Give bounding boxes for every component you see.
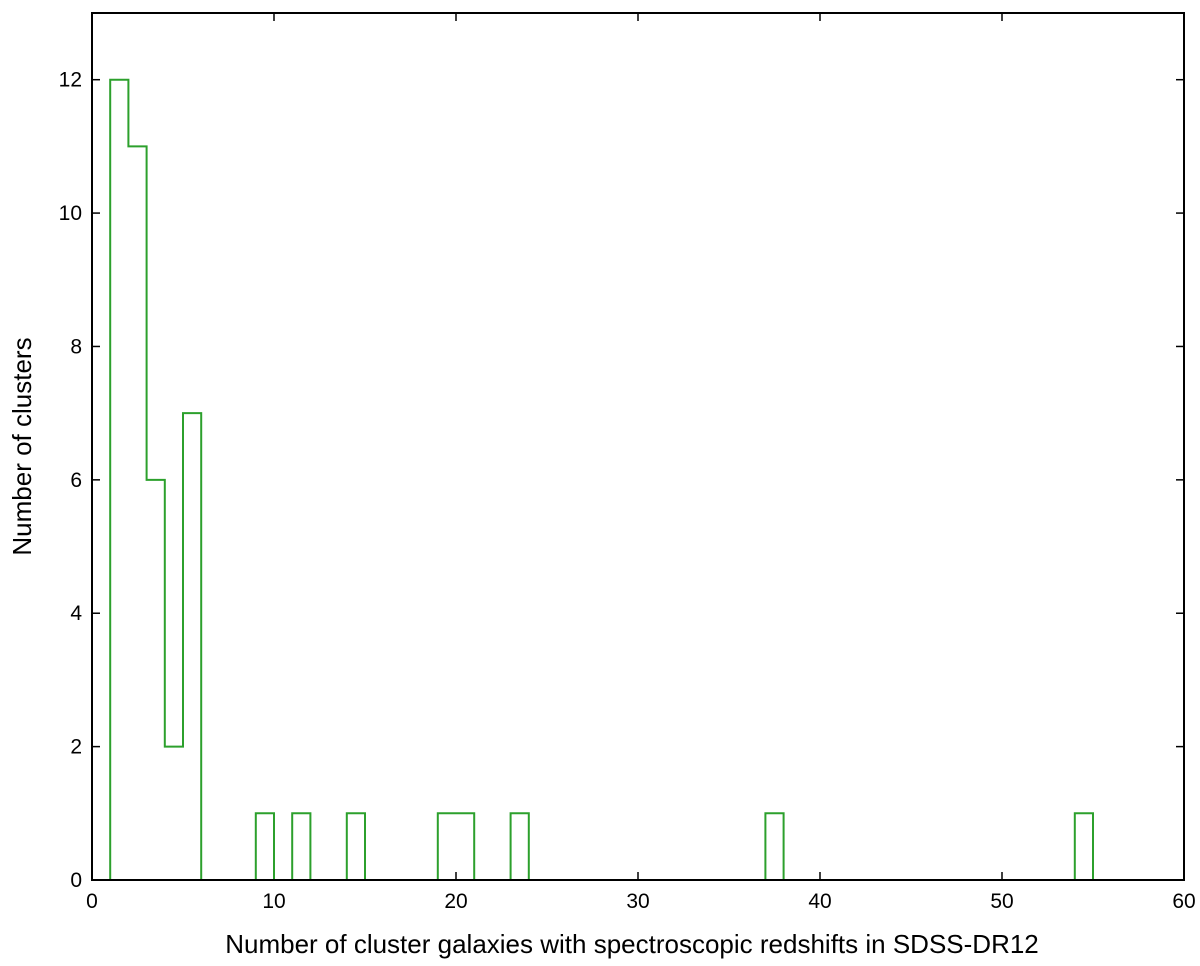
x-tick-label: 20: [444, 890, 467, 913]
y-tick-label: 2: [70, 736, 82, 759]
x-tick-label: 10: [262, 890, 285, 913]
y-tick-label: 4: [70, 602, 82, 625]
y-axis-label: Number of clusters: [7, 337, 37, 555]
x-tick-label: 0: [86, 890, 98, 913]
y-tick-label: 10: [59, 202, 82, 225]
y-tick-label: 12: [59, 69, 82, 92]
plot-frame: [91, 12, 1185, 881]
y-tick-label: 6: [70, 469, 82, 492]
x-tick-label: 30: [626, 890, 649, 913]
x-tick-label: 50: [990, 890, 1013, 913]
x-tick-label: 40: [808, 890, 831, 913]
axis-ticks: [91, 13, 1185, 881]
x-tick-label: 60: [1172, 890, 1195, 913]
histogram-series-line: [109, 78, 1184, 881]
tick-labels: 0 10 20 30 40 50 60 0 2 4 6 8 10 12: [59, 69, 1196, 913]
y-tick-label: 8: [70, 335, 82, 358]
x-axis-label: Number of cluster galaxies with spectros…: [225, 929, 1039, 959]
y-tick-label: 0: [70, 869, 82, 892]
